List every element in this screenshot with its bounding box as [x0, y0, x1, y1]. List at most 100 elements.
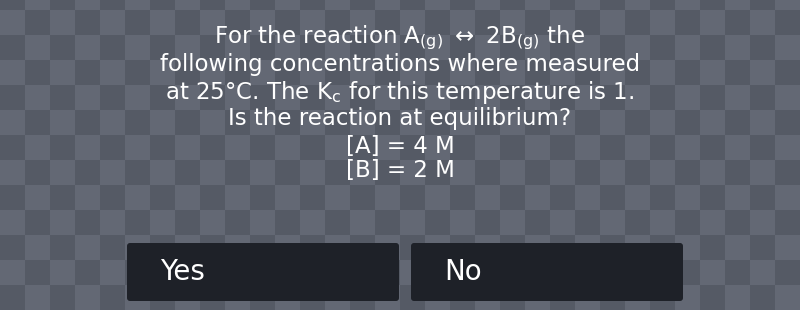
Bar [500, 210, 525, 235]
Bar [75, 285, 100, 310]
Bar [450, 260, 475, 285]
Bar [750, 135, 775, 160]
Bar [0, 110, 25, 135]
Bar [650, 285, 675, 310]
Bar [125, 235, 150, 260]
Bar [175, 185, 200, 210]
Bar [300, 35, 325, 60]
Bar [100, 60, 125, 85]
Bar [400, 85, 425, 110]
Bar [475, 110, 500, 135]
Bar [600, 135, 625, 160]
Bar [600, 10, 625, 35]
Bar [200, 160, 225, 185]
Bar [25, 35, 50, 60]
Bar [725, 135, 750, 160]
Bar [25, 285, 50, 310]
Bar [750, 60, 775, 85]
Bar [375, 160, 400, 185]
Bar [400, 210, 425, 235]
Bar [300, 110, 325, 135]
Bar [100, 260, 125, 285]
Bar [200, 85, 225, 110]
Bar [525, 260, 550, 285]
Bar [225, 135, 250, 160]
Bar [50, 135, 75, 160]
Bar [75, 210, 100, 235]
Bar [175, 160, 200, 185]
Bar [425, 35, 450, 60]
Bar [575, 0, 600, 10]
Bar [550, 0, 575, 10]
Bar [25, 260, 50, 285]
Bar [125, 160, 150, 185]
Bar [525, 210, 550, 235]
Bar [100, 35, 125, 60]
Bar [625, 35, 650, 60]
Bar [200, 285, 225, 310]
Bar [675, 135, 700, 160]
Bar [500, 160, 525, 185]
Bar [350, 0, 375, 10]
Bar [475, 0, 500, 10]
Bar [700, 210, 725, 235]
Bar [100, 160, 125, 185]
Bar [700, 0, 725, 10]
Bar [0, 0, 25, 10]
Bar [675, 235, 700, 260]
Bar [650, 160, 675, 185]
Bar [450, 160, 475, 185]
Bar [250, 235, 275, 260]
Bar [350, 185, 375, 210]
Bar [475, 60, 500, 85]
Bar [650, 10, 675, 35]
Bar [675, 260, 700, 285]
Bar [25, 60, 50, 85]
Bar [150, 210, 175, 235]
Bar [150, 135, 175, 160]
Bar [425, 185, 450, 210]
Bar [500, 135, 525, 160]
Bar [575, 285, 600, 310]
Bar [725, 210, 750, 235]
Bar [600, 85, 625, 110]
Bar [325, 185, 350, 210]
Bar [700, 135, 725, 160]
Bar [550, 10, 575, 35]
Bar [750, 160, 775, 185]
Bar [550, 235, 575, 260]
Bar [525, 110, 550, 135]
Bar [200, 60, 225, 85]
Bar [350, 10, 375, 35]
Text: Yes: Yes [160, 258, 205, 286]
Bar [375, 110, 400, 135]
Text: For the reaction A$_{\mathregular{(g)}}$ $\leftrightarrow$ 2B$_{\mathregular{(g): For the reaction A$_{\mathregular{(g)}}$… [214, 24, 586, 52]
Bar [625, 135, 650, 160]
Bar [475, 135, 500, 160]
Bar [25, 185, 50, 210]
Bar [525, 135, 550, 160]
Bar [700, 260, 725, 285]
Bar [0, 10, 25, 35]
Bar [450, 285, 475, 310]
Bar [0, 135, 25, 160]
Bar [350, 135, 375, 160]
Bar [775, 110, 800, 135]
Bar [700, 35, 725, 60]
Bar [400, 60, 425, 85]
Bar [375, 235, 400, 260]
Bar [700, 185, 725, 210]
Bar [425, 60, 450, 85]
Bar [175, 135, 200, 160]
Bar [775, 210, 800, 235]
Bar [325, 110, 350, 135]
Bar [125, 110, 150, 135]
Bar [600, 60, 625, 85]
Bar [150, 85, 175, 110]
Bar [0, 35, 25, 60]
Bar [550, 35, 575, 60]
Bar [275, 260, 300, 285]
Bar [475, 210, 500, 235]
Bar [400, 235, 425, 260]
Bar [525, 0, 550, 10]
